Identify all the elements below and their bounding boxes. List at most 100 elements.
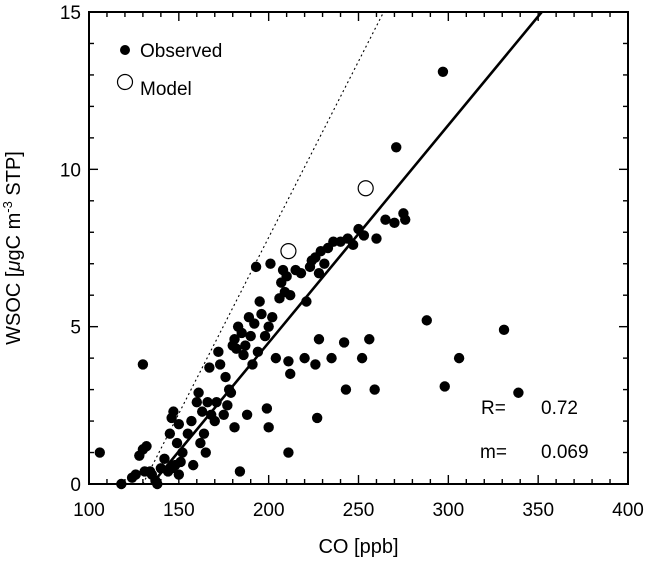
observed-point	[195, 437, 206, 449]
observed-point	[380, 214, 391, 225]
observed-point	[270, 352, 282, 364]
observed-point	[202, 396, 213, 408]
model-point	[357, 180, 374, 197]
observed-point	[220, 371, 231, 383]
observed-point	[196, 406, 208, 417]
observed-point	[267, 312, 278, 323]
observed-point	[182, 428, 194, 439]
x-tick-label: 300	[432, 500, 464, 521]
observed-point	[249, 318, 260, 329]
observed-point	[211, 396, 222, 408]
y-tick-label: 5	[70, 318, 81, 339]
observed-point	[250, 261, 262, 273]
observed-point	[299, 352, 310, 364]
observed-point	[231, 343, 242, 354]
observed-point	[326, 352, 337, 364]
y-tick-label: 0	[70, 475, 81, 496]
observed-point	[283, 356, 294, 367]
observed-point	[173, 419, 185, 430]
observed-point	[252, 346, 264, 358]
observed-point	[439, 381, 450, 392]
observed-point	[94, 447, 105, 458]
reference-line-dotted	[142, 12, 385, 484]
y-title-superscript: -3	[0, 201, 15, 213]
observed-point	[437, 66, 449, 77]
observed-point	[347, 239, 359, 251]
x-tick-label: 150	[163, 500, 195, 521]
observed-point	[159, 453, 170, 465]
y-title-part: STP]	[3, 151, 25, 201]
plot-marks	[94, 12, 543, 490]
observed-point	[209, 415, 220, 427]
y-title-mu: μ	[3, 261, 25, 273]
y-tick-label: 10	[60, 160, 81, 181]
observed-point	[256, 308, 267, 320]
observed-point	[241, 409, 253, 420]
observed-point	[175, 456, 186, 468]
observed-point	[369, 384, 380, 395]
observed-point	[364, 334, 375, 345]
legend-observed-label: Observed	[140, 41, 222, 62]
observed-point	[198, 428, 210, 439]
observed-point	[204, 362, 215, 373]
observed-point	[263, 321, 274, 332]
observed-point	[283, 447, 294, 458]
observed-point	[400, 214, 411, 225]
observed-point	[285, 368, 296, 380]
slope-value: 0.069	[541, 442, 589, 463]
observed-point	[240, 340, 251, 351]
observed-point	[173, 469, 185, 480]
observed-point	[263, 422, 274, 433]
observed-point	[313, 267, 325, 279]
observed-point	[281, 271, 292, 282]
observed-point	[261, 403, 273, 414]
axis-ticks	[88, 11, 629, 485]
observed-point	[301, 296, 312, 307]
observed-point	[213, 346, 224, 358]
y-title-part: WSOC [	[3, 271, 25, 345]
observed-point	[453, 352, 465, 364]
observed-point	[285, 290, 296, 301]
observed-point	[222, 400, 233, 411]
observed-point	[188, 459, 199, 471]
y-tick-label: 15	[60, 3, 81, 24]
x-tick-label: 350	[522, 500, 554, 521]
observed-point	[229, 334, 240, 345]
observed-point	[254, 296, 265, 307]
observed-point	[338, 337, 350, 348]
observed-point	[218, 409, 229, 420]
observed-point	[225, 387, 237, 398]
observed-point	[168, 406, 179, 417]
observed-point	[236, 327, 247, 339]
observed-point	[214, 359, 226, 370]
observed-point	[186, 415, 197, 427]
observed-point	[247, 359, 258, 370]
legend: Observed Model	[116, 41, 222, 100]
r-label: R=	[481, 398, 506, 419]
observed-point	[177, 447, 188, 458]
observed-point	[130, 469, 141, 480]
observed-point	[238, 349, 249, 361]
observed-point	[191, 396, 202, 408]
observed-point	[193, 387, 204, 398]
y-axis-title: WSOC [μgC m-3 STP]	[0, 151, 25, 345]
legend-observed-marker	[120, 45, 130, 55]
observed-point	[313, 334, 325, 345]
observed-point	[356, 352, 368, 364]
observed-point	[137, 359, 149, 370]
x-tick-label: 100	[73, 500, 105, 521]
observed-point	[319, 258, 330, 269]
observed-point	[265, 258, 276, 269]
observed-point	[141, 441, 152, 452]
observed-point	[498, 324, 510, 336]
legend-model-marker	[116, 73, 134, 91]
legend-model-label: Model	[140, 79, 192, 100]
tick-labels: 100 150 200 250 300 350 400 0 5 10 15	[60, 3, 644, 521]
observed-point	[513, 387, 524, 398]
observed-point	[389, 217, 400, 229]
observed-point	[259, 330, 271, 342]
observed-point	[234, 466, 246, 477]
observed-point	[229, 422, 240, 433]
slope-label: m=	[480, 442, 507, 463]
